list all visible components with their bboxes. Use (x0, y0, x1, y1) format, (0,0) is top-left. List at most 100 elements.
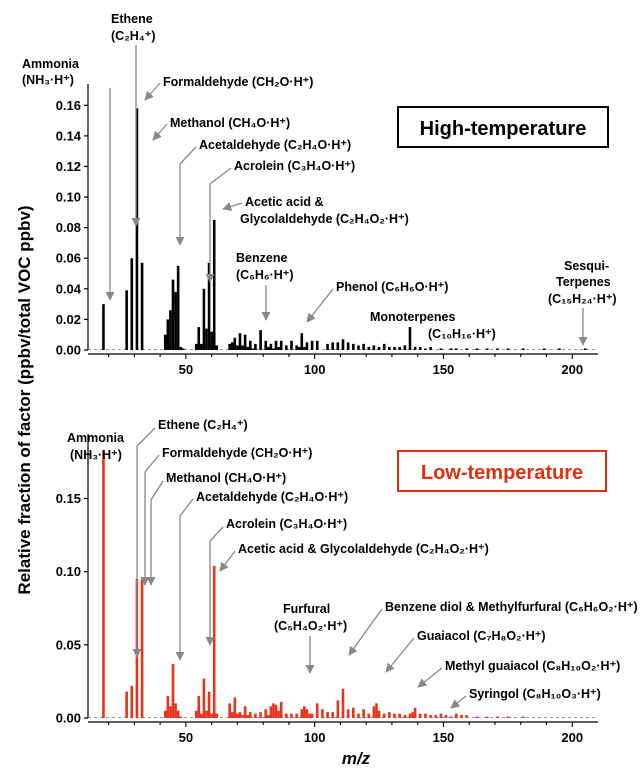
top-bar-mz-62 (215, 345, 219, 350)
top-y-tick-label: 0.14 (56, 128, 82, 143)
ann-sesqui-top-2: Terpenes (556, 275, 611, 289)
top-bar-mz-70 (236, 345, 239, 350)
bottom-bar-mz-133 (398, 713, 401, 718)
bottom-bar-mz-86 (277, 710, 280, 718)
top-bar-mz-135 (403, 345, 407, 350)
bottom-bar-mz-125 (377, 710, 381, 718)
top-bar-mz-79 (259, 330, 262, 350)
top-bar-mz-94 (297, 346, 301, 350)
ann-ammonia-top-formula: (NH₃·H⁺) (22, 73, 74, 87)
bottom-bar-mz-145 (429, 715, 432, 718)
y-axis-label: Relative fraction of factor (ppbv/total … (15, 205, 34, 594)
ann-acetaldehyde-bottom: Acetaldehyde (C₂H₄O·H⁺) (196, 490, 348, 504)
ann-benzene-top: Benzene (236, 251, 287, 265)
ann-acrolein-top: Acrolein (C₃H₄O·H⁺) (234, 159, 355, 173)
bottom-bar-mz-137 (408, 713, 412, 718)
ann-acetaldehyde-top: Acetaldehyde (C₂H₄O·H⁺) (199, 138, 351, 152)
top-bar-mz-95 (300, 333, 304, 350)
top-bar-mz-131 (393, 346, 396, 350)
top-bar-mz-107 (331, 342, 334, 350)
top-x-tick-label: 200 (561, 362, 583, 377)
bottom-panel-axes: 0.00 0.05 0.10 0.15 50 100 150 200 (56, 434, 598, 745)
top-bar-mz-85 (274, 340, 278, 350)
bottom-bar-mz-79 (259, 712, 262, 718)
top-bar-mz-141 (418, 346, 422, 350)
bottom-bar-mz-101 (315, 703, 319, 718)
arrow-methanol-top (152, 123, 168, 141)
ann-phenol-top: Phenol (C₆H₆O·H⁺) (336, 280, 448, 294)
bottom-bar-mz-157 (460, 715, 463, 718)
ann-ethene-bottom: Ethene (C₂H₄⁺) (158, 418, 248, 432)
bottom-bar-mz-115 (352, 707, 355, 718)
bottom-y-tick-label: 0.05 (56, 637, 81, 652)
top-bar-mz-96 (303, 346, 306, 350)
bottom-bar-mz-135 (403, 715, 407, 718)
top-bar-mz-83 (269, 343, 273, 350)
top-bar-mz-121 (367, 346, 371, 350)
bottom-bar-mz-167 (485, 716, 489, 718)
bottom-bar-mz-57 (202, 678, 206, 718)
bottom-bar-mz-73 (243, 706, 247, 718)
bottom-bar-mz-59 (207, 691, 211, 718)
top-panel-axes: 0.00 0.02 0.04 0.06 0.08 0.10 0.12 0.14 0.16 50 10… (56, 84, 598, 377)
bottom-bar-mz-61 (212, 565, 216, 718)
top-bar-mz-59 (207, 262, 211, 350)
top-panel-title: High-temperature (420, 118, 587, 140)
bottom-bar-mz-93 (295, 713, 298, 718)
ann-benzenediol-bottom: Benzene diol & Methylfurfural (C₆H₆O₂·H⁺… (385, 600, 638, 614)
bottom-bar-mz-85 (274, 704, 278, 718)
ann-methylguaiacol-bottom: Methyl guaiacol (C₈H₁₀O₂·H⁺) (445, 659, 620, 673)
top-x-tick-label: 100 (304, 362, 326, 377)
ann-monoterpenes-top: Monoterpenes (370, 310, 455, 324)
arrow-acetaldehyde-bottom (179, 498, 194, 517)
top-bar-mz-127 (382, 343, 386, 350)
top-bar-mz-42 (163, 334, 167, 350)
bottom-bar-mz-46 (174, 703, 177, 718)
top-y-tick-label: 0.08 (56, 220, 81, 235)
arrow-ethene-bottom (136, 427, 156, 447)
ann-methanol-top: Methanol (CH₄O·H⁺) (170, 116, 290, 130)
top-bar-mz-33 (140, 262, 144, 350)
top-bar-mz-58 (205, 328, 208, 350)
bottom-y-tick-label: 0.15 (56, 491, 81, 506)
arrow-benzenediol-bottom (348, 608, 383, 656)
top-bar-mz-43 (166, 319, 170, 350)
top-x-tick-label: 150 (433, 362, 455, 377)
bottom-bar-mz-97 (305, 709, 309, 718)
top-bar-mz-82 (267, 346, 270, 350)
top-y-tick-label: 0.06 (56, 251, 81, 266)
top-bar-mz-49 (182, 348, 185, 350)
ann-benzene-top-formula: (C₆H₆·H⁺) (236, 268, 294, 282)
top-bar-mz-76 (251, 348, 255, 350)
bottom-bar-mz-72 (241, 715, 244, 718)
top-bar-mz-57 (202, 288, 206, 350)
bottom-bar-mz-27 (125, 691, 128, 718)
bottom-panel-title-box (397, 450, 607, 492)
ann-formaldehyde-top: Formaldehyde (CH₂O·H⁺) (163, 75, 313, 89)
bottom-bar-mz-60 (210, 713, 213, 718)
top-y-tick-label: 0.04 (56, 281, 82, 296)
bottom-bar-mz-111 (341, 688, 345, 718)
bottom-bar-mz-159 (465, 715, 468, 718)
top-bar-mz-105 (326, 343, 329, 350)
top-bar-mz-27 (125, 290, 128, 350)
bottom-bar-mz-42 (163, 710, 167, 718)
top-bar-mz-74 (246, 346, 249, 350)
ann-acrolein-bottom: Acrolein (C₃H₄O·H⁺) (226, 517, 347, 531)
bottom-bar-mz-138 (411, 712, 414, 718)
top-bar-mz-75 (248, 340, 252, 350)
arrow-acrolein-top (209, 167, 232, 185)
ann-formaldehyde-bottom: Formaldehyde (CH₂O·H⁺) (162, 446, 312, 460)
bottom-bar-mz-69 (233, 697, 237, 718)
top-bar-mz-163 (475, 348, 479, 350)
bottom-bar-mz-105 (326, 712, 329, 718)
top-bar-mz-133 (398, 346, 401, 350)
bottom-bar-mz-58 (205, 710, 208, 718)
bottom-y-tick-label: 0.10 (56, 564, 81, 579)
ann-ethene-top: Ethene (111, 12, 153, 26)
top-bar-mz-97 (305, 342, 309, 350)
ann-ammonia-bottom-formula: (NH₃·H⁺) (70, 448, 122, 462)
top-bar-mz-143 (424, 348, 427, 350)
bottom-bar-mz-71 (238, 712, 242, 718)
top-bar-mz-181 (522, 348, 525, 350)
